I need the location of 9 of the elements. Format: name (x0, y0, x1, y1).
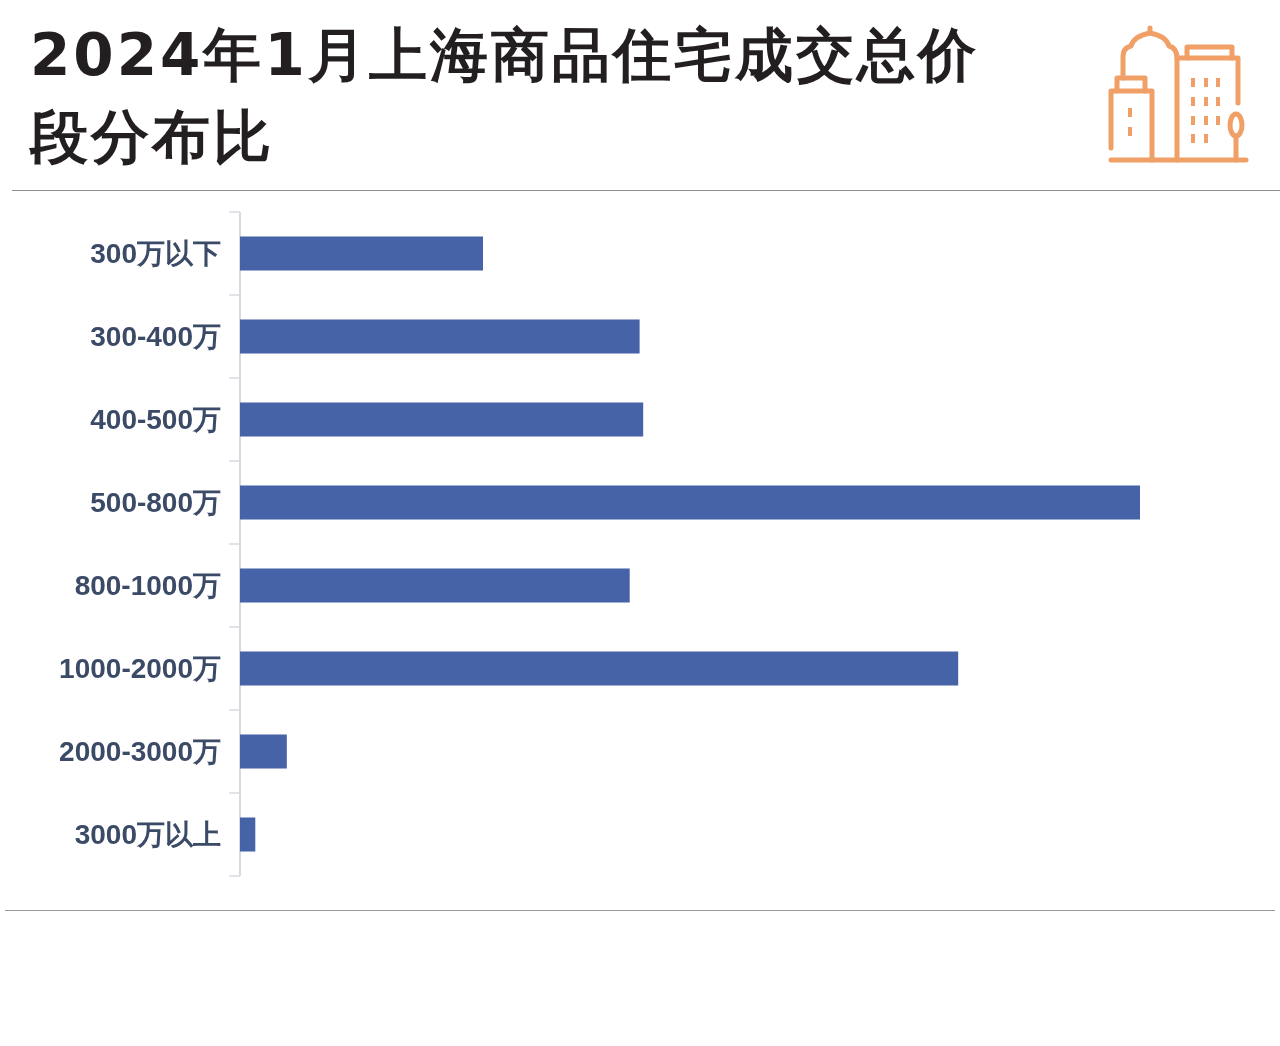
y-tick-label: 800-1000万 (74, 570, 221, 601)
y-tick-label: 300万以下 (90, 238, 221, 269)
y-tick-label: 500-800万 (90, 487, 221, 518)
y-tick-label: 3000万以上 (74, 819, 221, 850)
y-tick-label: 1000-2000万 (59, 653, 221, 684)
y-tick-label: 300-400万 (90, 321, 221, 352)
chart-title: 2024年1月上海商品住宅成交总价段分布比 (30, 20, 980, 173)
y-tick-label: 400-500万 (90, 404, 221, 435)
y-tick-label: 2000-3000万 (59, 736, 221, 767)
